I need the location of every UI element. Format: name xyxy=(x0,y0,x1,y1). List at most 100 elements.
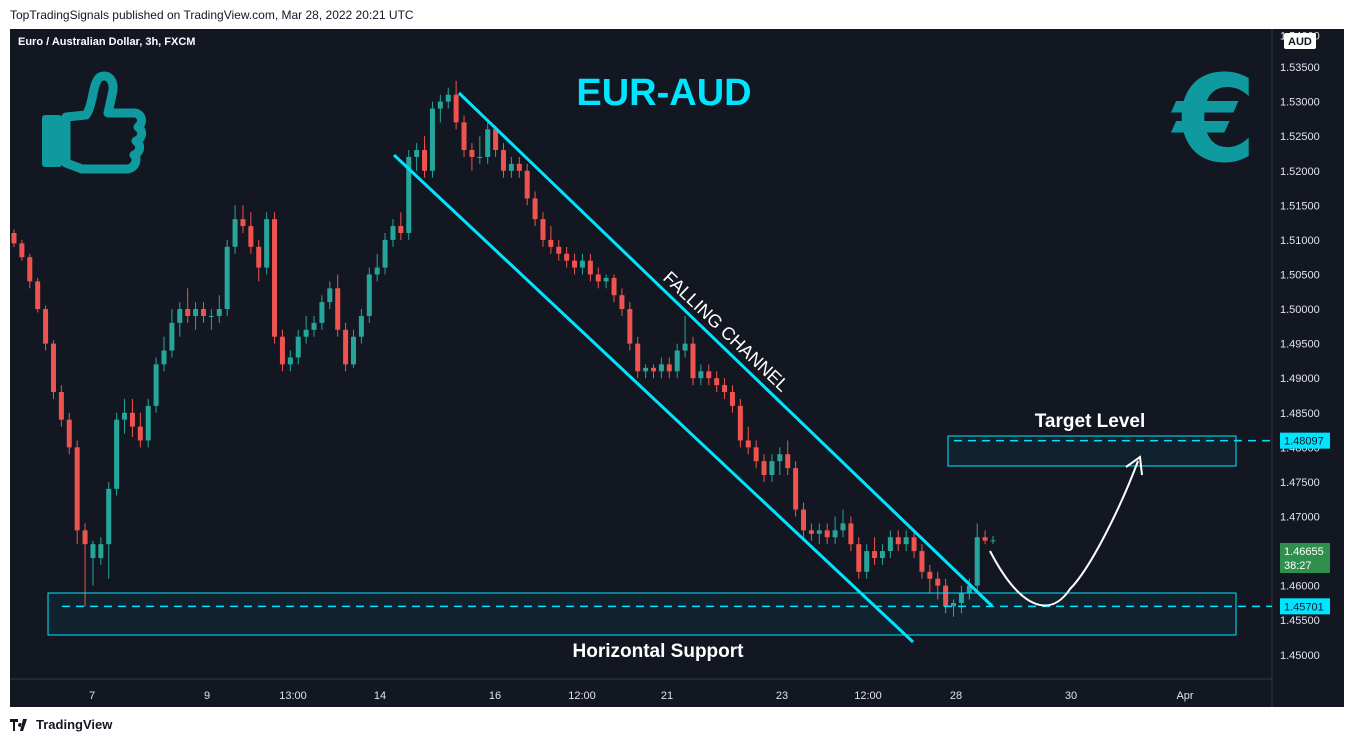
target-label: Target Level xyxy=(1035,411,1146,432)
candle-body xyxy=(840,523,846,531)
y-tick-label: 1.51500 xyxy=(1280,200,1320,212)
candle-body xyxy=(508,163,514,171)
candle-body xyxy=(856,544,862,572)
candle-body xyxy=(690,343,696,379)
candle-body xyxy=(35,281,41,310)
candle-body xyxy=(374,267,380,275)
candle-body xyxy=(682,343,688,351)
candle-body xyxy=(98,544,104,558)
y-tick-label: 1.53000 xyxy=(1280,97,1320,109)
y-tick-label: 1.52500 xyxy=(1280,131,1320,143)
candle-body xyxy=(50,343,56,393)
candle-body xyxy=(224,246,230,310)
candle-body xyxy=(958,592,964,603)
x-tick-label: 7 xyxy=(89,690,95,702)
x-tick-label: 13:00 xyxy=(279,690,307,702)
candle-body xyxy=(864,551,870,572)
candle-body xyxy=(824,530,830,538)
candle-body xyxy=(208,315,214,317)
candle-body xyxy=(137,426,143,441)
y-tick-label: 1.48500 xyxy=(1280,408,1320,420)
support-zone xyxy=(47,592,1237,636)
candle-body xyxy=(532,198,538,220)
candle-body xyxy=(935,578,941,586)
price-chart[interactable]: 1.53500 1.53000 1.52500 1.52000 1.51500 1.510… xyxy=(10,29,1344,707)
current-price-label: 1.46655 xyxy=(1284,546,1324,558)
candle-body xyxy=(169,322,175,351)
candle-body xyxy=(264,219,270,268)
x-tick-label: 30 xyxy=(1065,690,1077,702)
candle-body xyxy=(335,288,341,330)
candle-body xyxy=(793,468,799,510)
candle-body xyxy=(872,551,878,558)
candle-body xyxy=(516,163,522,171)
y-tick-label: 1.53500 xyxy=(1280,62,1320,74)
candle-body xyxy=(358,315,364,337)
channel-upper-line xyxy=(457,91,994,608)
candle-body xyxy=(595,274,601,282)
candle-body xyxy=(501,150,506,171)
candle-body xyxy=(801,509,807,531)
tradingview-brand: TradingView xyxy=(36,717,113,732)
x-tick-label: 16 xyxy=(489,690,501,702)
candle-body xyxy=(951,602,957,607)
candle-body xyxy=(706,371,712,379)
footer: TradingView xyxy=(10,717,112,732)
x-tick-label: 9 xyxy=(204,690,210,702)
candle-body xyxy=(832,530,838,538)
channel-lower-line xyxy=(392,153,915,644)
candle-body xyxy=(848,523,854,545)
candle-body xyxy=(414,150,420,157)
candle-body xyxy=(216,309,222,316)
support-price-label: 1.45701 xyxy=(1284,601,1324,613)
candle-body xyxy=(240,219,246,227)
candle-body xyxy=(106,488,112,545)
candle-body xyxy=(572,260,578,268)
candle-body xyxy=(714,378,720,386)
candle-body xyxy=(43,309,49,344)
candle-body xyxy=(627,309,633,344)
candle-body xyxy=(658,364,664,372)
chart-canvas: 1.53500 1.53000 1.52500 1.52000 1.51500 1.510… xyxy=(10,29,1330,707)
y-tick-label: 1.50500 xyxy=(1280,269,1320,281)
candle-body xyxy=(90,544,96,558)
y-tick-label: 1.51000 xyxy=(1280,235,1320,247)
x-tick-label: 28 xyxy=(950,690,962,702)
symbol-legend: Euro / Australian Dollar, 3h, FXCM xyxy=(18,36,196,48)
candle-body xyxy=(990,540,996,542)
candle-body xyxy=(737,405,743,441)
countdown-label: 38:27 xyxy=(1284,560,1312,572)
candle-body xyxy=(327,288,333,303)
publish-info: TopTradingSignals published on TradingVi… xyxy=(10,8,414,22)
candle-body xyxy=(643,367,649,372)
candle-body xyxy=(753,447,759,462)
candle-body xyxy=(974,537,980,586)
candle-body xyxy=(27,257,33,282)
tradingview-logo-icon xyxy=(10,718,27,731)
channel-label: FALLING CHANNEL xyxy=(659,267,792,395)
candle-body xyxy=(785,454,791,469)
chart-title: EUR-AUD xyxy=(576,72,751,114)
candle-body xyxy=(540,219,546,240)
candle-body xyxy=(611,277,617,296)
candle-body xyxy=(477,156,483,158)
candle-body xyxy=(816,530,822,534)
y-tick-label: 1.46000 xyxy=(1280,581,1320,593)
x-tick-label: 12:00 xyxy=(854,690,882,702)
y-tick-label: 1.49000 xyxy=(1280,373,1320,385)
candle-body xyxy=(350,336,356,365)
candle-body xyxy=(619,295,625,310)
currency-badge xyxy=(1284,33,1316,49)
candle-body xyxy=(445,94,451,102)
x-tick-label: 23 xyxy=(776,690,788,702)
target-price-label: 1.48097 xyxy=(1284,436,1324,448)
candle-body xyxy=(406,156,412,233)
candle-body xyxy=(66,419,72,448)
support-label: Horizontal Support xyxy=(573,641,745,662)
y-tick-label: 1.50000 xyxy=(1280,304,1320,316)
candle-body xyxy=(579,260,585,268)
y-tick-label: 1.47000 xyxy=(1280,512,1320,524)
candle-body xyxy=(745,440,751,448)
candle-body xyxy=(279,336,285,365)
target-price-badge xyxy=(1280,432,1330,449)
